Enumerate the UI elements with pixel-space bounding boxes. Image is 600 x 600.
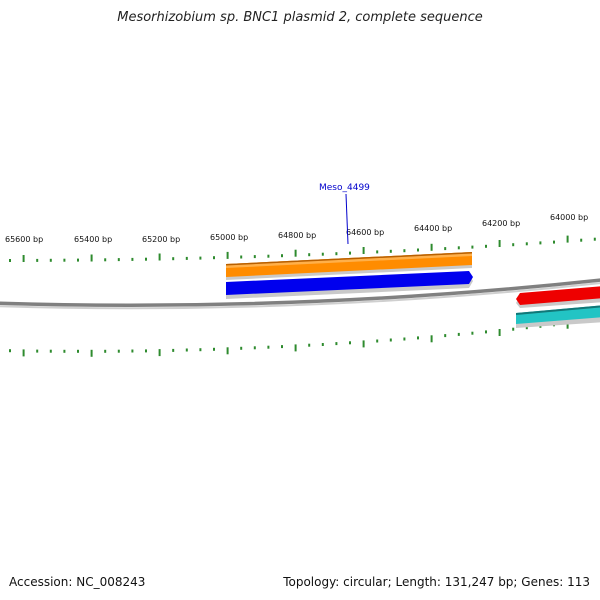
length-label: Length: bbox=[395, 575, 441, 589]
gene-feature-blue[interactable] bbox=[226, 271, 473, 299]
ruler-label-64200: 64200 bp bbox=[482, 219, 520, 228]
plasmid-backbone bbox=[0, 278, 600, 308]
ruler-label-65600: 65600 bp bbox=[5, 235, 43, 244]
ruler-label-64400: 64400 bp bbox=[414, 224, 452, 233]
gene-feature-orange[interactable] bbox=[226, 252, 472, 280]
separator: ; bbox=[513, 575, 518, 589]
genes-value: 113 bbox=[567, 575, 590, 589]
accession-value: NC_008243 bbox=[76, 575, 146, 589]
genes-label: Genes: bbox=[521, 575, 564, 589]
ruler-label-64600: 64600 bp bbox=[346, 228, 384, 237]
gene-orange-edge bbox=[226, 252, 472, 266]
sequence-summary-footer: Topology: circular; Length: 131,247 bp; … bbox=[283, 575, 590, 589]
length-value: 131,247 bp bbox=[444, 575, 514, 589]
ruler-label-64800: 64800 bp bbox=[278, 231, 316, 240]
ruler-label-65400: 65400 bp bbox=[74, 235, 112, 244]
gene-teal-edge bbox=[516, 305, 600, 315]
ruler-label-65200: 65200 bp bbox=[142, 235, 180, 244]
ruler-label-65000: 65000 bp bbox=[210, 233, 248, 242]
gene-teal-body bbox=[516, 305, 600, 324]
ruler-label-64000: 64000 bp bbox=[550, 213, 588, 222]
topology-value: circular bbox=[343, 575, 388, 589]
ruler-ticks-outer bbox=[9, 235, 596, 262]
gene-red-body bbox=[516, 286, 600, 305]
accession-label: Accession: bbox=[9, 575, 73, 589]
gene-feature-teal[interactable] bbox=[516, 305, 600, 328]
topology-label: Topology: bbox=[283, 575, 340, 589]
gene-blue-body bbox=[226, 271, 473, 295]
plasmid-backbone-shadow bbox=[0, 282, 600, 310]
accession-footer: Accession: NC_008243 bbox=[9, 575, 145, 589]
ruler-ticks-inner bbox=[9, 318, 596, 357]
gene-label-meso-4499[interactable]: Meso_4499 bbox=[319, 183, 370, 193]
separator: ; bbox=[387, 575, 392, 589]
gene-feature-red[interactable] bbox=[516, 286, 600, 308]
map-title: Mesorhizobium sp. BNC1 plasmid 2, comple… bbox=[117, 10, 483, 25]
gene-label-leader-line bbox=[345, 193, 349, 245]
